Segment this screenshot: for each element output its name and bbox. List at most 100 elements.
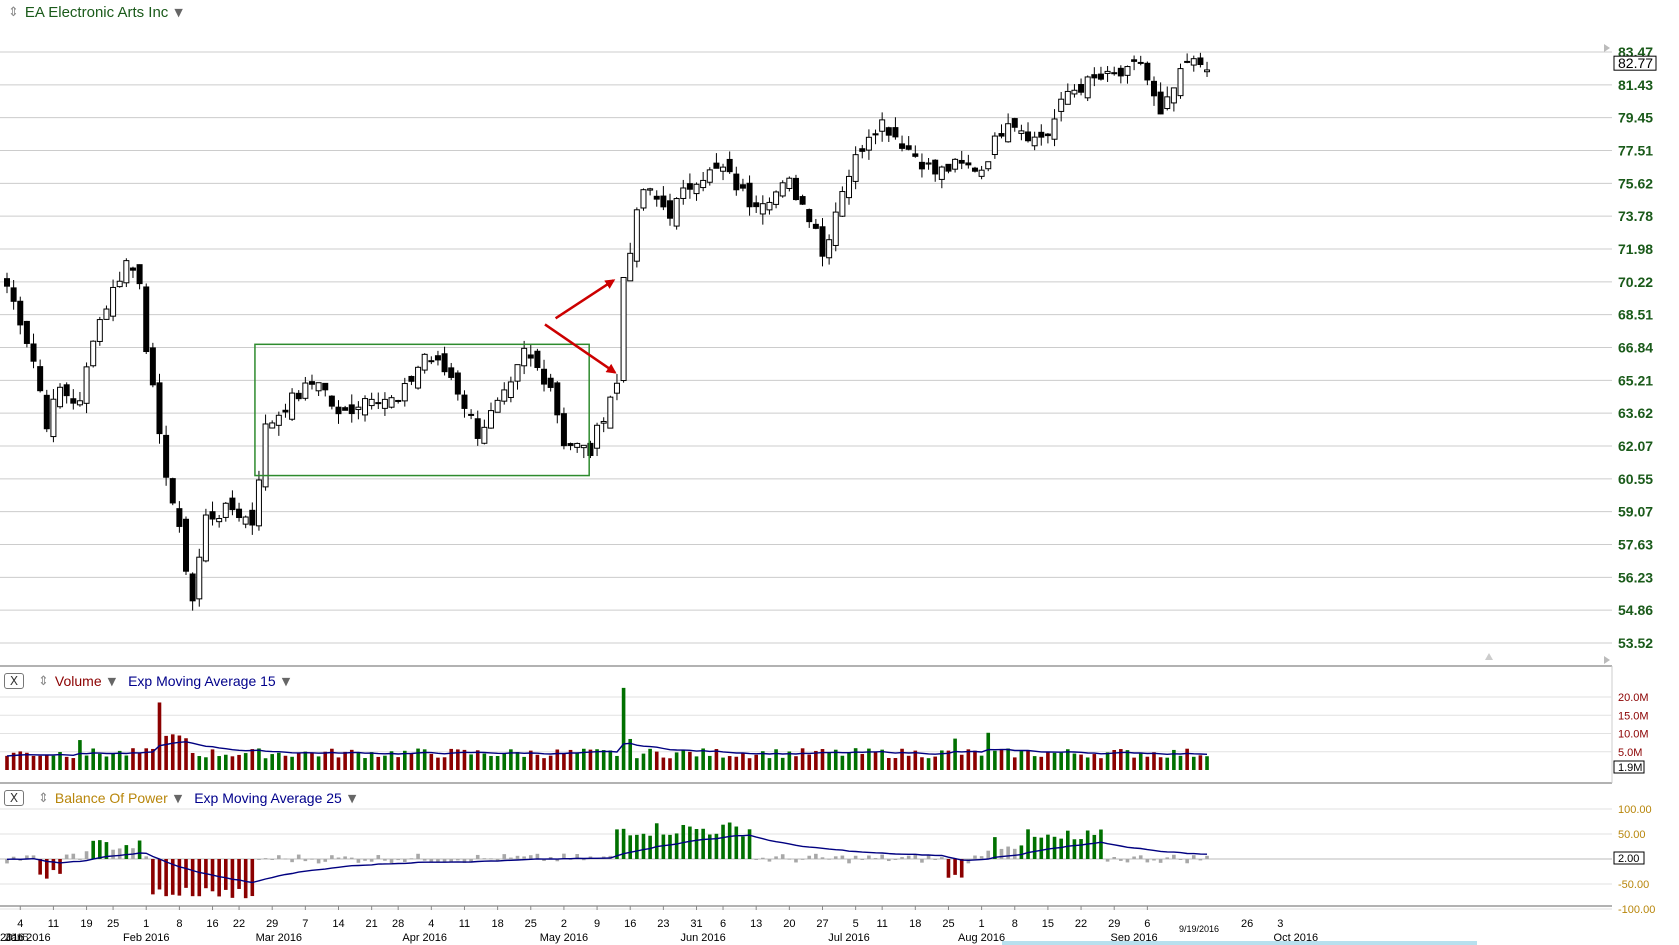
bop-bar <box>734 826 739 859</box>
bop-bar <box>621 828 626 859</box>
volume-bar <box>933 756 937 770</box>
x-day-label: 13 <box>750 918 762 930</box>
candle-body <box>76 400 83 406</box>
volume-bar <box>422 749 427 770</box>
volume-bar <box>714 749 719 770</box>
candle-body <box>971 167 978 172</box>
bop-bar <box>277 855 281 859</box>
x-month-label: Jul 2016 <box>828 932 870 944</box>
volume-bar <box>648 748 652 770</box>
bop-bar <box>528 855 533 859</box>
volume-bar <box>131 748 135 770</box>
drag-handle-icon[interactable]: ⇕ <box>8 4 19 20</box>
x-day-label: 7 <box>302 918 308 930</box>
volume-bar <box>694 756 699 770</box>
volume-bar <box>615 755 619 770</box>
candle-body <box>408 375 415 382</box>
volume-bar <box>707 755 712 770</box>
candle-body <box>63 384 70 397</box>
candle-body <box>169 478 176 504</box>
volume-bar <box>104 756 109 770</box>
bop-indicator-label[interactable]: Balance Of Power <box>54 790 168 806</box>
volume-bar <box>349 749 354 770</box>
bop-ema-label[interactable]: Exp Moving Average 25 <box>194 790 342 806</box>
volume-bar <box>290 756 294 770</box>
x-day-label: 25 <box>525 918 537 930</box>
volume-bar <box>555 749 560 770</box>
volume-dropdown-icon[interactable]: ▼ <box>107 674 117 688</box>
volume-bar <box>137 753 142 770</box>
bop-bar <box>349 857 354 859</box>
volume-bar <box>741 753 745 770</box>
volume-bar <box>940 750 944 770</box>
volume-bar <box>456 749 460 770</box>
x-day-label: 31 <box>690 918 702 930</box>
bop-bar <box>1198 859 1203 861</box>
candle-body <box>428 360 435 363</box>
volume-bar <box>217 756 221 770</box>
x-day-label: 27 <box>816 918 828 930</box>
candle-body <box>96 319 103 342</box>
candle-body <box>103 308 110 320</box>
drag-handle-icon[interactable]: ⇕ <box>38 790 49 806</box>
symbol-dropdown-icon[interactable]: ▼ <box>174 5 183 19</box>
bop-bar <box>356 859 361 863</box>
close-bop-panel-button[interactable]: X <box>4 790 24 806</box>
bop-bar <box>243 859 248 899</box>
bop-bar <box>900 857 904 859</box>
bop-bar <box>1105 859 1110 862</box>
volume-bar <box>383 755 387 770</box>
volume-bar <box>389 751 394 770</box>
bop-dropdown-icon[interactable]: ▼ <box>173 791 183 805</box>
volume-bar <box>661 757 666 770</box>
drag-handle-icon[interactable]: ⇕ <box>38 673 49 689</box>
volume-bar <box>84 755 89 770</box>
candle-body <box>183 518 190 572</box>
bop-ema-dropdown-icon[interactable]: ▼ <box>347 791 357 805</box>
volume-bar <box>774 749 778 770</box>
bop-bar <box>409 858 414 860</box>
candle-body <box>759 203 766 215</box>
volume-bar <box>363 758 367 770</box>
panel-resize-icon <box>1485 653 1493 660</box>
volume-ema-label[interactable]: Exp Moving Average 15 <box>128 673 276 689</box>
candle-body <box>1164 96 1171 110</box>
bop-bar <box>469 859 473 862</box>
volume-bar <box>369 752 374 770</box>
bop-bar <box>184 859 188 888</box>
x-day-label: 8 <box>1012 918 1018 930</box>
volume-bar <box>1185 748 1189 770</box>
bop-bar <box>197 859 202 897</box>
volume-ema-dropdown-icon[interactable]: ▼ <box>281 674 291 688</box>
volume-bar <box>840 755 845 770</box>
volume-bar <box>820 749 825 770</box>
x-day-label: 1 <box>143 918 149 930</box>
close-volume-panel-button[interactable]: X <box>4 673 24 689</box>
volume-bar <box>177 735 182 770</box>
bop-bar <box>283 858 288 860</box>
volume-bar <box>621 687 626 770</box>
volume-bar <box>502 753 507 770</box>
candle-body <box>202 514 209 562</box>
bop-bar <box>223 859 228 890</box>
volume-bar <box>522 756 526 770</box>
volume-ema-line <box>6 741 1208 757</box>
bop-bar <box>71 853 76 859</box>
volume-bar <box>157 702 162 770</box>
bop-bar <box>555 859 560 862</box>
x-day-label: 11 <box>876 918 887 930</box>
bop-bar <box>5 859 9 864</box>
symbol-title[interactable]: EA Electronic Arts Inc <box>24 3 169 21</box>
bop-bar <box>1158 859 1163 863</box>
bop-bar <box>336 857 341 859</box>
candle-body <box>1084 76 1091 99</box>
candle-body <box>143 286 150 353</box>
volume-current-box <box>1613 760 1645 774</box>
volume-bar <box>1079 754 1083 770</box>
candle-body <box>706 169 713 183</box>
volume-bar <box>767 758 772 770</box>
bop-bar <box>575 854 579 859</box>
time-scrollbar[interactable] <box>1002 941 1477 945</box>
volume-bar <box>449 748 454 770</box>
volume-indicator-label[interactable]: Volume <box>54 673 102 689</box>
